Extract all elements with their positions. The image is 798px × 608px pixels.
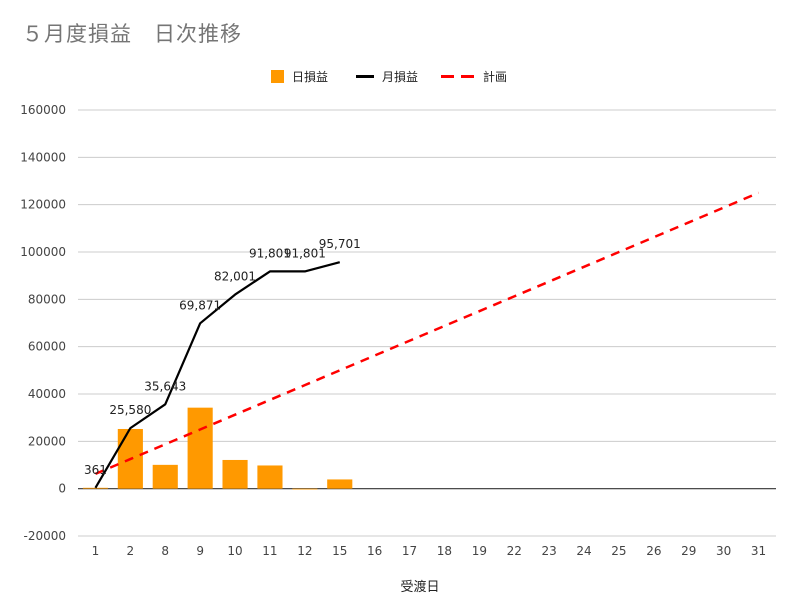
data-label: 95,701: [319, 237, 361, 251]
bar: [152, 464, 178, 489]
x-tick-label: 22: [507, 544, 522, 558]
x-tick-label: 1: [92, 544, 100, 558]
legend-swatch-plan: [441, 74, 475, 78]
x-tick-label: 29: [681, 544, 696, 558]
series-line-monthly: [94, 261, 341, 489]
data-label: 361: [84, 463, 107, 477]
x-tick-label: 24: [576, 544, 591, 558]
series-line-plan: [94, 191, 760, 476]
x-axis-label: 受渡日: [400, 580, 440, 595]
y-tick-label: 120000: [20, 198, 66, 212]
x-tick-label: 26: [646, 544, 661, 558]
x-tick-label: 17: [402, 544, 417, 558]
x-tick-label: 10: [227, 544, 242, 558]
y-tick-label: -20000: [23, 529, 66, 543]
legend-item-monthly[interactable]: 月損益: [356, 66, 418, 86]
bar: [187, 407, 213, 489]
legend: 日損益 月損益 計画: [0, 66, 798, 86]
y-tick-label: 80000: [28, 292, 66, 306]
data-label: 91,801: [249, 246, 291, 260]
x-tick-label: 15: [332, 544, 347, 558]
y-tick-label: 140000: [20, 150, 66, 164]
x-tick-label: 9: [196, 544, 204, 558]
y-tick-label: 40000: [28, 387, 66, 401]
legend-label-plan: 計画: [483, 69, 508, 84]
legend-swatch-daily: [271, 69, 284, 83]
x-tick-label: 25: [611, 544, 626, 558]
legend-item-plan[interactable]: 計画: [441, 66, 507, 86]
data-label: 25,580: [109, 403, 151, 417]
x-tick-label: 8: [161, 544, 169, 558]
bar: [222, 459, 248, 489]
data-label: 91,801: [284, 246, 326, 260]
x-tick-label: 18: [437, 544, 452, 558]
x-tick-label: 19: [472, 544, 487, 558]
chart-title: ５月度損益 日次推移: [22, 22, 242, 46]
y-tick-label: 0: [58, 482, 66, 496]
legend-label-daily: 日損益: [292, 69, 329, 84]
y-tick-label: 100000: [20, 245, 66, 259]
legend-label-monthly: 月損益: [382, 69, 419, 84]
bar: [327, 479, 353, 489]
bar: [257, 465, 283, 489]
data-label: 35,643: [144, 379, 186, 393]
data-label: 82,001: [214, 270, 256, 284]
y-tick-label: 160000: [20, 103, 66, 117]
bar: [82, 487, 109, 489]
bar: [292, 488, 318, 490]
y-tick-label: 20000: [28, 434, 66, 448]
legend-swatch-monthly: [356, 74, 374, 78]
x-tick-label: 11: [262, 544, 277, 558]
x-tick-label: 12: [297, 544, 312, 558]
x-tick-label: 2: [127, 544, 135, 558]
x-tick-label: 23: [542, 544, 557, 558]
legend-item-daily[interactable]: 日損益: [271, 66, 328, 86]
x-tick-label: 16: [367, 544, 382, 558]
x-tick-label: 31: [751, 544, 766, 558]
y-tick-label: 60000: [28, 340, 66, 354]
data-label: 69,871: [179, 298, 221, 312]
x-tick-label: 30: [716, 544, 731, 558]
